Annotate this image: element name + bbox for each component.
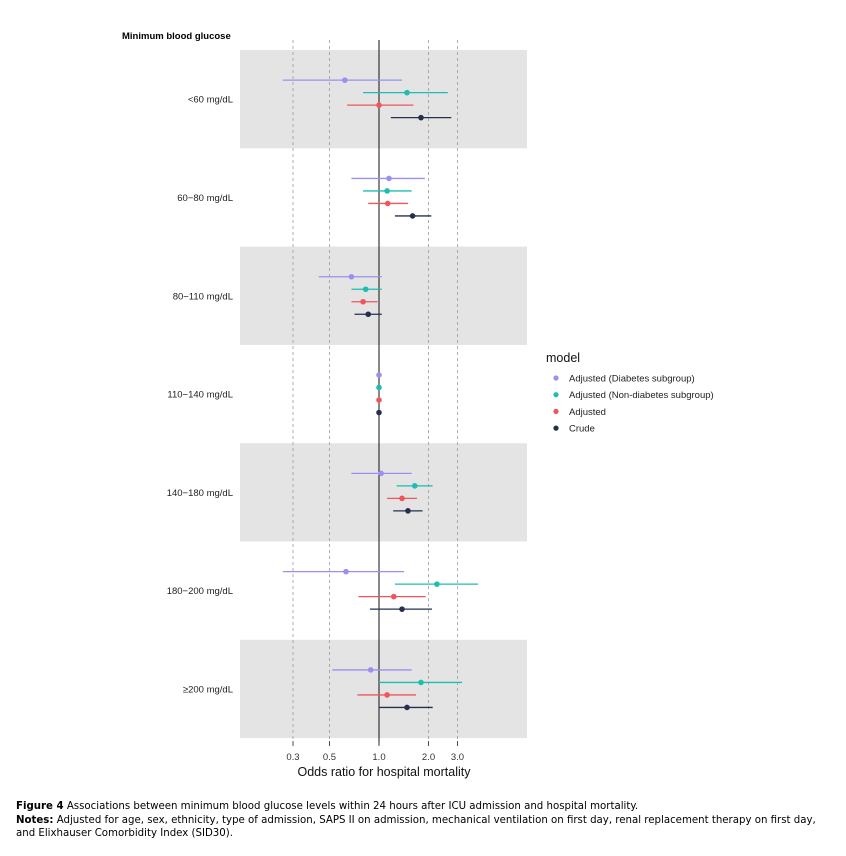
- legend-label: Adjusted (Diabetes subgroup): [569, 374, 695, 385]
- or-point: [411, 483, 418, 489]
- forest-plot: <60 mg/dL 60−80 mg/dL 80−110 mg/dL 110−140 …: [122, 31, 714, 779]
- figure-caption-text: Associations between minimum blood gluco…: [66, 801, 639, 812]
- or-point: [384, 200, 391, 207]
- category-label: <60 mg/dL: [188, 95, 233, 106]
- notes-label: Notes:: [16, 814, 54, 826]
- legend-swatch: [553, 425, 559, 431]
- or-point: [362, 286, 369, 293]
- category-label: 180−200 mg/dL: [167, 586, 233, 597]
- x-tick-label: 1.0: [372, 752, 385, 763]
- or-point: [365, 311, 372, 318]
- or-point: [434, 581, 440, 587]
- or-point: [418, 114, 424, 121]
- or-point: [384, 188, 390, 194]
- or-point: [378, 470, 384, 477]
- legend-label: Adjusted: [569, 407, 606, 418]
- x-tick-label: 0.3: [286, 752, 299, 763]
- or-point: [390, 593, 397, 600]
- category-band: [240, 639, 527, 739]
- category-label: 60−80 mg/dL: [177, 193, 233, 204]
- legend-swatch: [553, 408, 559, 414]
- legend-swatch: [553, 392, 559, 398]
- x-axis-label: Odds ratio for hospital mortality: [298, 765, 472, 779]
- or-point: [404, 704, 410, 711]
- notes-text: Adjusted for age, sex, ethnicity, type o…: [16, 814, 816, 840]
- legend: model Adjusted (Diabetes subgroup) Adjust…: [546, 351, 714, 435]
- category-band: [240, 443, 527, 542]
- or-point: [404, 89, 410, 96]
- or-point: [418, 679, 424, 686]
- or-point: [376, 372, 382, 378]
- category-label: ≥200 mg/dL: [183, 684, 233, 695]
- legend-label: Crude: [569, 424, 595, 435]
- legend-label: Adjusted (Non-diabetes subgroup): [569, 390, 714, 401]
- legend-swatch: [553, 375, 559, 381]
- figure-caption-line: Figure 4 Associations between minimum bl…: [16, 800, 832, 814]
- or-point: [376, 102, 382, 108]
- or-point: [386, 175, 392, 182]
- or-point: [360, 298, 366, 305]
- or-point: [376, 409, 382, 416]
- category-label: 80−110 mg/dL: [173, 291, 233, 302]
- category-label: 110−140 mg/dL: [167, 390, 233, 401]
- or-point: [399, 606, 405, 612]
- chart-title: Minimum blood glucose: [122, 31, 231, 42]
- category-band: [240, 50, 527, 149]
- or-point: [376, 384, 382, 391]
- category-band: [240, 246, 527, 345]
- or-point: [409, 213, 416, 219]
- or-point: [343, 568, 349, 575]
- category-label: 140−180 mg/dL: [167, 488, 233, 499]
- or-point: [348, 273, 355, 280]
- or-point: [376, 397, 382, 403]
- x-tick-label: 3.0: [451, 752, 464, 763]
- or-point: [399, 495, 405, 502]
- x-tick-label: 0.5: [323, 752, 336, 763]
- or-point: [342, 77, 348, 83]
- or-point: [405, 508, 411, 514]
- legend-title: model: [546, 351, 580, 365]
- or-point: [367, 667, 374, 673]
- notes-line: Notes: Adjusted for age, sex, ethnicity,…: [16, 814, 832, 841]
- figure-caption: Figure 4 Associations between minimum bl…: [16, 800, 832, 841]
- figure-label: Figure 4: [16, 801, 64, 812]
- x-tick-label: 2.0: [422, 752, 435, 763]
- or-point: [384, 692, 390, 698]
